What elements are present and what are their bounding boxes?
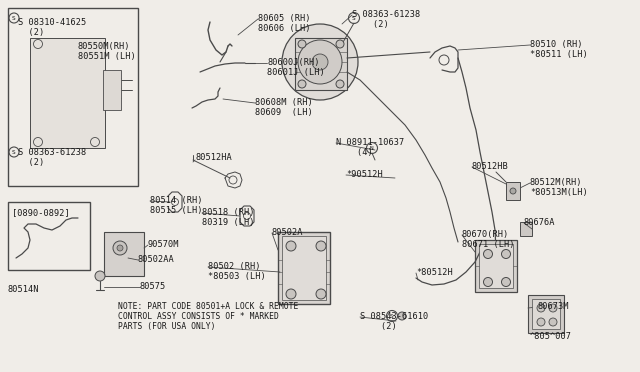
Text: *80503 (LH): *80503 (LH) — [208, 272, 266, 281]
Circle shape — [298, 40, 342, 84]
Bar — [8, 202, 90, 270]
Text: 80601J (LH): 80601J (LH) — [267, 68, 324, 77]
Text: S: S — [12, 16, 16, 20]
Text: 80606 (LH): 80606 (LH) — [258, 24, 310, 33]
Text: S: S — [12, 150, 16, 154]
Text: 80575: 80575 — [140, 282, 166, 291]
Text: N 08911-10637: N 08911-10637 — [336, 138, 404, 147]
Bar — [532, 299, 560, 329]
Text: S: S — [390, 314, 394, 318]
Text: 80550M(RH): 80550M(RH) — [78, 42, 131, 51]
Text: 80676A: 80676A — [524, 218, 556, 227]
Text: ^805^007: ^805^007 — [530, 332, 572, 341]
Bar — [479, 244, 513, 288]
Text: CONTROL ASSY CONSISTS OF * MARKED: CONTROL ASSY CONSISTS OF * MARKED — [118, 312, 279, 321]
Circle shape — [336, 80, 344, 88]
Circle shape — [510, 188, 516, 194]
Text: 90570M: 90570M — [148, 240, 179, 249]
Text: NOTE: PART CODE 80501+A LOCK & REMOTE: NOTE: PART CODE 80501+A LOCK & REMOTE — [118, 302, 298, 311]
Text: 80512HA: 80512HA — [195, 153, 232, 162]
Text: *80511 (LH): *80511 (LH) — [530, 50, 588, 59]
Text: S: S — [352, 16, 356, 20]
Circle shape — [286, 241, 296, 251]
Text: 80514 (RH): 80514 (RH) — [150, 196, 202, 205]
Text: 80605 (RH): 80605 (RH) — [258, 14, 310, 23]
Text: (2): (2) — [352, 20, 388, 29]
Circle shape — [298, 40, 306, 48]
Circle shape — [483, 250, 493, 259]
Text: 80518 (RH): 80518 (RH) — [202, 208, 255, 217]
Circle shape — [483, 278, 493, 286]
Circle shape — [33, 138, 42, 147]
Circle shape — [316, 289, 326, 299]
Bar — [104, 232, 144, 276]
Circle shape — [549, 304, 557, 312]
Text: 80551M (LH): 80551M (LH) — [78, 52, 136, 61]
Text: *80512H: *80512H — [416, 268, 452, 277]
Text: N: N — [370, 145, 374, 151]
Text: 80512M(RH): 80512M(RH) — [530, 178, 582, 187]
Text: [0890-0892]: [0890-0892] — [12, 208, 70, 217]
Text: S 08543-61610: S 08543-61610 — [360, 312, 428, 321]
Text: 80671 (LH): 80671 (LH) — [462, 240, 515, 249]
Circle shape — [549, 318, 557, 326]
Text: 80502AA: 80502AA — [138, 255, 175, 264]
Text: S 08363-61238: S 08363-61238 — [18, 148, 86, 157]
Circle shape — [282, 24, 358, 100]
Text: 80514N: 80514N — [8, 285, 40, 294]
Bar — [528, 295, 564, 333]
Text: *80513M(LH): *80513M(LH) — [530, 188, 588, 197]
Circle shape — [336, 40, 344, 48]
Text: 80609  (LH): 80609 (LH) — [255, 108, 313, 117]
Circle shape — [33, 39, 42, 48]
Text: (2): (2) — [18, 28, 44, 37]
Text: 80502 (RH): 80502 (RH) — [208, 262, 260, 271]
Circle shape — [298, 80, 306, 88]
Circle shape — [312, 54, 328, 70]
Bar — [30, 38, 105, 148]
Text: 80319 (LH): 80319 (LH) — [202, 218, 255, 227]
Text: 80515 (LH): 80515 (LH) — [150, 206, 202, 215]
Circle shape — [113, 241, 127, 255]
Circle shape — [117, 245, 123, 251]
Text: (2): (2) — [360, 322, 397, 331]
Circle shape — [95, 271, 105, 281]
Circle shape — [502, 278, 511, 286]
Text: 80502A: 80502A — [272, 228, 303, 237]
Circle shape — [502, 250, 511, 259]
Circle shape — [537, 318, 545, 326]
Bar — [475, 240, 517, 292]
Bar — [8, 8, 138, 186]
Text: S 08363-61238: S 08363-61238 — [352, 10, 420, 19]
Text: 80608M (RH): 80608M (RH) — [255, 98, 313, 107]
Bar — [520, 222, 532, 236]
Text: 80510 (RH): 80510 (RH) — [530, 40, 582, 49]
Bar — [103, 70, 121, 110]
Bar — [506, 182, 520, 200]
Circle shape — [316, 241, 326, 251]
Text: 80600J(RH): 80600J(RH) — [267, 58, 319, 67]
Text: 80670(RH): 80670(RH) — [462, 230, 509, 239]
Text: 80673M: 80673M — [537, 302, 568, 311]
Circle shape — [537, 304, 545, 312]
Bar — [295, 38, 347, 90]
Bar — [278, 232, 330, 304]
Text: (4): (4) — [336, 148, 372, 157]
Bar — [282, 236, 326, 300]
Text: 80512HB: 80512HB — [472, 162, 509, 171]
Circle shape — [398, 312, 406, 320]
Text: *90512H: *90512H — [346, 170, 383, 179]
Text: PARTS (FOR USA ONLY): PARTS (FOR USA ONLY) — [118, 322, 216, 331]
Text: S 08310-41625: S 08310-41625 — [18, 18, 86, 27]
Circle shape — [286, 289, 296, 299]
Circle shape — [90, 138, 99, 147]
Text: (2): (2) — [18, 158, 44, 167]
